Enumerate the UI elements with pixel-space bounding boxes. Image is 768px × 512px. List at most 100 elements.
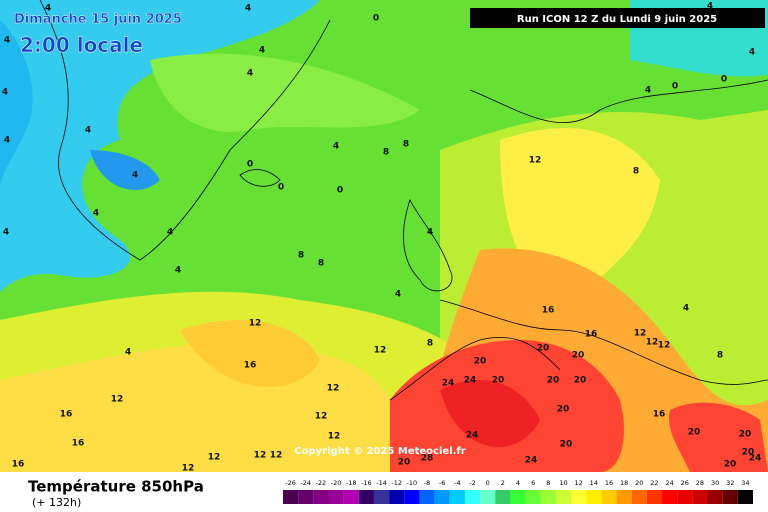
scale-label: -6 (439, 479, 445, 487)
scale-swatch (662, 490, 678, 504)
contour-label: 16 (542, 306, 555, 316)
scale-label: -8 (424, 479, 430, 487)
contour-label: 4 (245, 4, 251, 14)
contour-label: 12 (249, 319, 262, 329)
contour-label: 12 (327, 384, 340, 394)
scale-label: -24 (300, 479, 311, 487)
contour-label: 20 (474, 357, 487, 367)
run-banner (470, 8, 765, 28)
scale-label: 8 (546, 479, 550, 487)
contour-label: 4 (645, 86, 651, 96)
scale-label: -16 (361, 479, 372, 487)
scale-swatch (434, 490, 450, 504)
contour-label: 12 (646, 338, 659, 348)
contour-label: 12 (634, 329, 647, 339)
contour-label: 4 (395, 290, 401, 300)
contour-label: 12 (254, 451, 267, 461)
contour-label: 20 (724, 460, 737, 470)
contour-label: 0 (247, 160, 253, 170)
scale-label: 4 (516, 479, 520, 487)
hot-core (440, 380, 540, 448)
scale-swatch (449, 490, 465, 504)
hot-region (669, 402, 768, 472)
contour-label: 8 (318, 259, 324, 269)
contour-label: 4 (167, 228, 173, 238)
contour-label: 28 (421, 454, 434, 464)
contour-label: 8 (427, 339, 433, 349)
scale-swatch (677, 490, 693, 504)
contour-label: 4 (93, 209, 99, 219)
contour-label: 16 (72, 439, 85, 449)
contour-label: 20 (557, 405, 570, 415)
contour-label: 16 (585, 330, 598, 340)
scale-swatch (313, 490, 329, 504)
scale-label: 20 (635, 479, 643, 487)
scale-swatch (601, 490, 617, 504)
scale-label: 24 (665, 479, 673, 487)
scale-swatch (358, 490, 374, 504)
scale-swatch (646, 490, 663, 504)
warm-region (180, 320, 320, 388)
contour-label: 4 (3, 228, 9, 238)
scale-swatch (480, 490, 496, 504)
contour-label: 0 (373, 14, 379, 24)
contour-label: 12 (270, 451, 283, 461)
contour-label: 12 (658, 341, 671, 351)
scale-label: -22 (316, 479, 327, 487)
scale-swatch (525, 490, 541, 504)
scale-swatch (692, 490, 708, 504)
scale-label: -10 (407, 479, 418, 487)
contour-label: 12 (328, 432, 341, 442)
scale-label: 12 (575, 479, 583, 487)
cold-core (0, 20, 33, 190)
scale-swatch (571, 490, 587, 504)
coastlines (39, 0, 768, 401)
scale-swatch (464, 490, 481, 504)
contour-label: 4 (427, 228, 433, 238)
scale-swatch (373, 490, 390, 504)
contour-label: 16 (60, 410, 73, 420)
contour-label: 24 (442, 379, 455, 389)
contour-label: 8 (403, 140, 409, 150)
contour-label: 16 (244, 361, 257, 371)
contour-label: 0 (672, 82, 678, 92)
contour-label: 20 (398, 458, 411, 468)
scale-label: -26 (285, 479, 296, 487)
scale-label: -18 (346, 479, 357, 487)
cold-region (0, 0, 320, 292)
scale-label: 10 (559, 479, 567, 487)
scale-swatch (343, 490, 359, 504)
contour-label: 0 (721, 75, 727, 85)
mild-region (150, 53, 420, 132)
contour-label: 24 (464, 376, 477, 386)
scale-swatch (540, 490, 556, 504)
run-info: Run ICON 12 Z du Lundi 9 juin 2025 (517, 14, 717, 25)
scale-swatch (707, 490, 723, 504)
footer-lead: (+ 132h) (32, 496, 81, 509)
scale-label: 26 (681, 479, 689, 487)
contour-label: 8 (633, 167, 639, 177)
forecast-time: 2:00 locale (20, 33, 143, 57)
contour-label: 4 (2, 88, 8, 98)
copyright: Copyright © 2025 Meteociel.fr (294, 446, 465, 457)
contour-label: 4 (45, 4, 51, 14)
scale-swatch (510, 490, 526, 504)
contour-label: 20 (537, 344, 550, 354)
contour-label: 16 (653, 410, 666, 420)
contour-label: 20 (574, 376, 587, 386)
scale-label: 6 (531, 479, 535, 487)
contour-label: 0 (337, 186, 343, 196)
scale-swatch (389, 490, 405, 504)
contour-label: 8 (717, 351, 723, 361)
scale-swatch (722, 490, 738, 504)
scale-swatch (616, 490, 632, 504)
scale-label: -12 (391, 479, 402, 487)
scale-label: 16 (605, 479, 613, 487)
contour-label: 4 (333, 142, 339, 152)
scale-swatch (283, 490, 299, 504)
contour-label: 4 (85, 126, 91, 136)
scale-label: 14 (590, 479, 598, 487)
contour-label: 20 (547, 376, 560, 386)
contour-label: 12 (529, 156, 542, 166)
